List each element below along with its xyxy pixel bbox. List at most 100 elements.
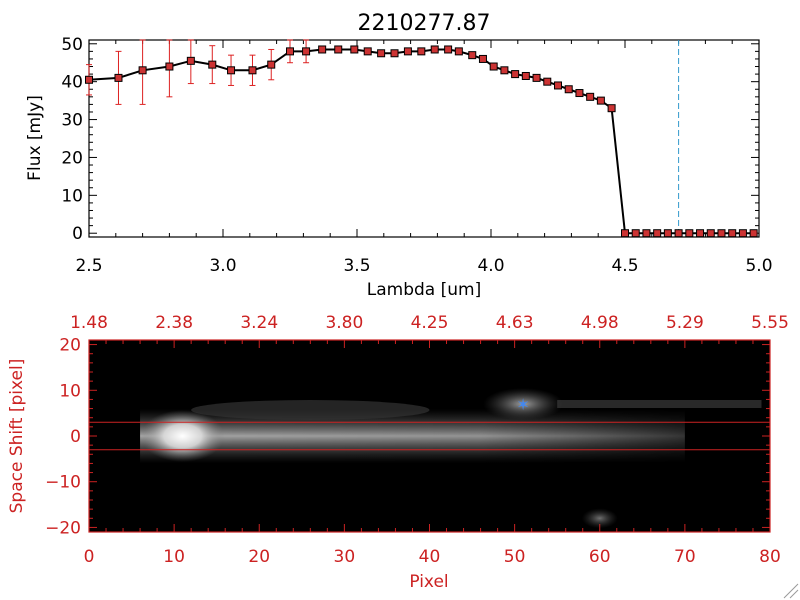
spectrum-x-tick-label: 5.0	[745, 256, 772, 276]
spectrum-data-point	[430, 45, 439, 54]
spectrum-y-tick-label: 30	[61, 111, 83, 131]
spectrum-data-point	[663, 229, 672, 238]
spectrum-data-point	[543, 77, 552, 86]
spectrum-x-tick-label: 3.5	[343, 256, 370, 276]
image-y-tick-label: 0	[70, 427, 81, 447]
image-top-tick-label: 4.25	[411, 313, 449, 333]
image-top-tick-label: 1.48	[70, 313, 108, 333]
image-x-tick-label: 70	[674, 547, 696, 567]
spectrum-y-ticks: 0 10 20 30 40 50	[61, 35, 759, 244]
companion-source	[483, 388, 564, 420]
image-panel: ✶ 0 10 20 30 40 50 60 70 80 1.48 2.38 3.24 3.80 4.25…	[7, 313, 789, 592]
spectrum-y-tick-label: 20	[61, 148, 83, 168]
spectrum-data-point	[186, 56, 195, 65]
spectrum-data-point	[728, 229, 737, 238]
spectrum-x-tick-label: 2.5	[75, 256, 102, 276]
spectrum-data-point	[575, 89, 584, 98]
spectrum-data-point	[596, 96, 605, 105]
spectrum-data-point	[417, 47, 426, 56]
resize-grip-icon[interactable]	[783, 583, 799, 599]
image-y-tick-label: −20	[45, 518, 81, 538]
spectrum-y-label: Flux [mJy]	[25, 95, 45, 181]
image-y-label: Space Shift [pixel]	[7, 359, 27, 514]
spectrum-data-point	[138, 66, 147, 75]
image-x-ticks: 0 10 20 30 40 50 60 70 80	[84, 524, 781, 567]
spectrum-data-point	[334, 45, 343, 54]
spectrum-y-tick-label: 0	[72, 224, 83, 244]
image-aperture-lines	[89, 421, 770, 451]
faint-blob-source	[581, 508, 618, 529]
spectrum-data-point	[696, 229, 705, 238]
spectrum-data-point	[500, 66, 509, 75]
spectrum-x-tick-label: 3.0	[209, 256, 236, 276]
spectrum-x-tick-label: 4.5	[611, 256, 638, 276]
image-top-tick-label: 5.55	[751, 313, 789, 333]
spectrum-data-point	[738, 229, 747, 238]
image-x-tick-label: 80	[759, 547, 781, 567]
spectrum-data-point	[302, 47, 311, 56]
spectrum-data-point	[286, 47, 294, 56]
spectrum-x-tick-label: 4.0	[477, 256, 504, 276]
spectrum-data-point	[717, 229, 726, 238]
spectrum-data-point	[642, 229, 651, 238]
image-top-tick-label: 5.29	[666, 313, 704, 333]
image-top-wavelength-ticks: 1.48 2.38 3.24 3.80 4.25 4.63 4.98 5.29 5.55	[70, 313, 789, 348]
spectrum-data-point	[532, 73, 541, 82]
spectrum-markers	[85, 45, 758, 238]
spectrum-data-point	[114, 73, 123, 82]
spectrum-error-bars	[86, 39, 759, 234]
spectrum-plot-frame	[88, 39, 760, 238]
image-y-tick-label: 10	[59, 381, 81, 401]
spectrum-title: 2210277.87	[358, 11, 491, 36]
image-sources	[140, 388, 762, 529]
spectrum-data-point	[444, 45, 453, 54]
main-trace-band	[140, 408, 685, 464]
spectrum-data-point	[208, 60, 217, 69]
spectrum-y-tick-label: 10	[61, 186, 83, 206]
image-top-tick-label: 4.63	[496, 313, 534, 333]
image-x-tick-label: 0	[84, 547, 95, 567]
spectrum-data-point	[350, 45, 359, 54]
image-x-label: Pixel	[409, 572, 448, 592]
spectrum-line	[88, 48, 754, 235]
spectrum-data-point	[521, 71, 530, 80]
spectrum-data-point	[653, 229, 662, 238]
spectrum-data-point	[468, 51, 477, 60]
image-y-tick-label: 20	[59, 336, 81, 356]
image-top-tick-label: 2.38	[155, 313, 193, 333]
main-trace-peak	[140, 410, 225, 462]
spectrum-panel: 2210277.87 2.5 3.0 3.5 4.0 4.5 5.0 0 10 20 30 40 5…	[25, 11, 773, 300]
spectrum-data-point	[454, 47, 463, 56]
image-x-tick-label: 20	[248, 547, 270, 567]
image-x-tick-label: 50	[504, 547, 526, 567]
spectrum-data-point	[749, 229, 758, 238]
spectrum-data-point	[478, 54, 487, 63]
spectrum-data-point	[248, 66, 257, 75]
image-y-ticks: −20 −10 0 10 20	[45, 336, 770, 538]
image-top-tick-label: 3.24	[240, 313, 278, 333]
spectrum-data-point	[621, 229, 629, 238]
spectrum-data-point	[403, 47, 412, 56]
image-top-tick-label: 3.80	[325, 313, 363, 333]
image-x-tick-label: 10	[163, 547, 185, 567]
spectrum-data-point	[685, 229, 694, 238]
spectrum-data-point	[318, 45, 327, 54]
spectrum-data-point	[85, 75, 93, 84]
spectrum-data-point	[390, 49, 399, 58]
spectrum-y-tick-label: 50	[61, 35, 83, 55]
image-x-tick-label: 30	[334, 547, 356, 567]
image-x-tick-label: 40	[419, 547, 441, 567]
spectrum-data-point	[586, 92, 595, 101]
image-y-tick-label: −10	[45, 473, 81, 493]
spectrum-data-point	[511, 70, 520, 79]
spectrum-data-point	[363, 47, 372, 56]
faint-arc-source	[191, 400, 430, 420]
spectrum-data-point	[267, 60, 276, 69]
companion-star-marker: ✶	[516, 395, 529, 414]
image-top-tick-label: 4.98	[581, 313, 619, 333]
spectrum-data-point	[564, 85, 573, 94]
spectrum-y-tick-label: 40	[61, 73, 83, 93]
spectrum-data-point	[607, 104, 616, 113]
spectrum-data-point	[554, 81, 562, 90]
